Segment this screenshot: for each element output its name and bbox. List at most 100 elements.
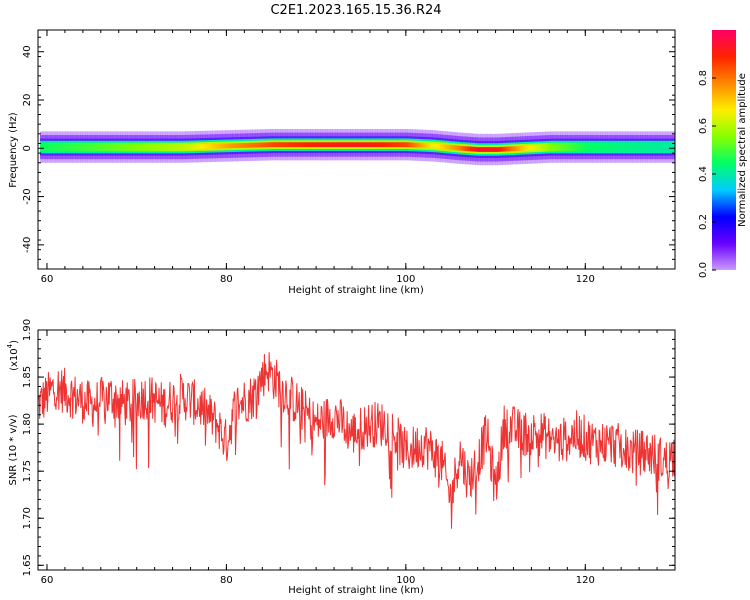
heat-cell xyxy=(192,144,196,150)
heat-cell xyxy=(87,144,91,150)
heat-cell xyxy=(152,144,156,150)
heat-cell xyxy=(77,144,81,150)
heat-cell xyxy=(337,142,341,148)
snr-y-ticks: 1.65 1.70 1.75 1.80 1.85 1.90 xyxy=(22,319,675,576)
x-tick-label: 60 xyxy=(41,575,54,586)
heat-cell xyxy=(230,143,233,149)
colorbar-label: Normalized spectral amplitude xyxy=(737,73,748,227)
x-tick-label: 60 xyxy=(41,274,54,285)
heat-cell xyxy=(452,145,456,151)
heat-cell xyxy=(215,143,218,149)
heat-cell xyxy=(627,144,631,150)
heat-cell xyxy=(282,142,286,148)
heat-cell xyxy=(492,147,496,152)
heat-cell xyxy=(200,144,203,150)
heat-cell xyxy=(385,142,388,148)
heat-cell xyxy=(222,143,226,149)
heat-cell xyxy=(622,144,626,150)
heat-cell xyxy=(422,143,426,148)
heat-cell xyxy=(577,144,581,150)
heat-cell xyxy=(462,146,466,151)
heat-cell xyxy=(212,143,216,149)
heat-cell xyxy=(472,146,476,152)
heat-cell xyxy=(127,144,131,150)
heat-cell xyxy=(522,145,526,151)
heat-cell xyxy=(132,144,136,150)
heat-cell xyxy=(410,142,413,148)
heat-cell xyxy=(602,144,606,150)
heat-cell xyxy=(600,144,603,150)
heat-cell xyxy=(467,146,471,152)
heat-cell xyxy=(660,144,663,150)
heat-cell xyxy=(360,142,363,148)
heat-cell xyxy=(612,144,616,150)
heat-cell xyxy=(345,142,348,148)
heat-cell xyxy=(267,142,271,148)
heat-cell xyxy=(405,142,408,148)
heat-cell xyxy=(510,146,513,152)
x-tick-label: 80 xyxy=(220,274,233,285)
heat-cell xyxy=(315,142,318,148)
heat-cell xyxy=(297,142,301,148)
heat-cell xyxy=(397,142,401,148)
heat-cell xyxy=(202,144,206,149)
heat-cell xyxy=(147,144,151,150)
heat-cell xyxy=(382,142,386,148)
heat-cell xyxy=(287,142,291,148)
heat-cell xyxy=(325,142,328,148)
heat-cell xyxy=(545,144,548,150)
y-tick-label: 1.70 xyxy=(22,507,33,529)
heat-cell xyxy=(72,144,76,150)
heat-cell xyxy=(310,142,313,148)
heat-cell xyxy=(470,146,473,152)
heat-cell xyxy=(65,144,68,150)
snr-plot-area xyxy=(38,330,675,570)
heat-cell xyxy=(525,145,528,151)
heat-cell xyxy=(400,142,403,148)
heat-cell xyxy=(185,144,188,150)
heat-cell xyxy=(465,146,468,152)
heat-cell xyxy=(662,144,666,150)
heat-cell xyxy=(457,145,461,151)
heat-cell xyxy=(347,142,351,148)
heat-cell xyxy=(177,144,181,150)
spectrogram-cells xyxy=(40,128,676,166)
heat-cell xyxy=(652,144,656,150)
heat-cell xyxy=(437,143,441,149)
heat-cell xyxy=(550,144,553,150)
heat-cell xyxy=(395,142,398,148)
spectrogram-y-ticks: -40 -20 0 20 40 xyxy=(22,36,675,270)
spectrogram-panel: 60 80 100 120 -40 -20 0 20 40 Height of straigh… xyxy=(8,29,676,296)
heat-cell xyxy=(75,144,78,150)
heat-cell xyxy=(190,144,193,150)
heat-cell xyxy=(355,142,358,148)
heat-cell xyxy=(207,143,211,149)
heat-cell xyxy=(487,147,491,152)
heat-cell xyxy=(535,145,538,151)
heat-cell xyxy=(495,147,498,152)
heat-cell xyxy=(137,144,141,150)
heat-cell xyxy=(500,146,503,152)
heat-cell xyxy=(442,144,446,150)
heat-cell xyxy=(62,144,66,150)
heat-cell xyxy=(432,143,436,149)
heat-cell xyxy=(375,142,378,148)
heat-cell xyxy=(477,147,481,152)
heat-cell xyxy=(435,143,438,149)
heat-cell xyxy=(205,144,208,149)
svg-text:(x104): (x104) xyxy=(6,340,20,371)
colorbar-tick-label: 0.2 xyxy=(698,214,709,230)
heat-cell xyxy=(587,144,591,150)
heat-cell xyxy=(330,142,333,148)
heat-cell xyxy=(650,144,653,150)
heat-cell xyxy=(605,144,608,150)
y-tick-label: 0 xyxy=(22,145,33,151)
heat-cell xyxy=(120,144,123,150)
heat-cell xyxy=(412,142,416,148)
heat-cell xyxy=(235,143,238,149)
y-tick-label: 1.85 xyxy=(22,366,33,388)
snr-multiplier-close: ) xyxy=(9,340,20,344)
y-tick-label: 40 xyxy=(22,45,33,58)
heat-cell xyxy=(440,144,443,149)
snr-y-multiplier: (x104) xyxy=(6,340,20,371)
